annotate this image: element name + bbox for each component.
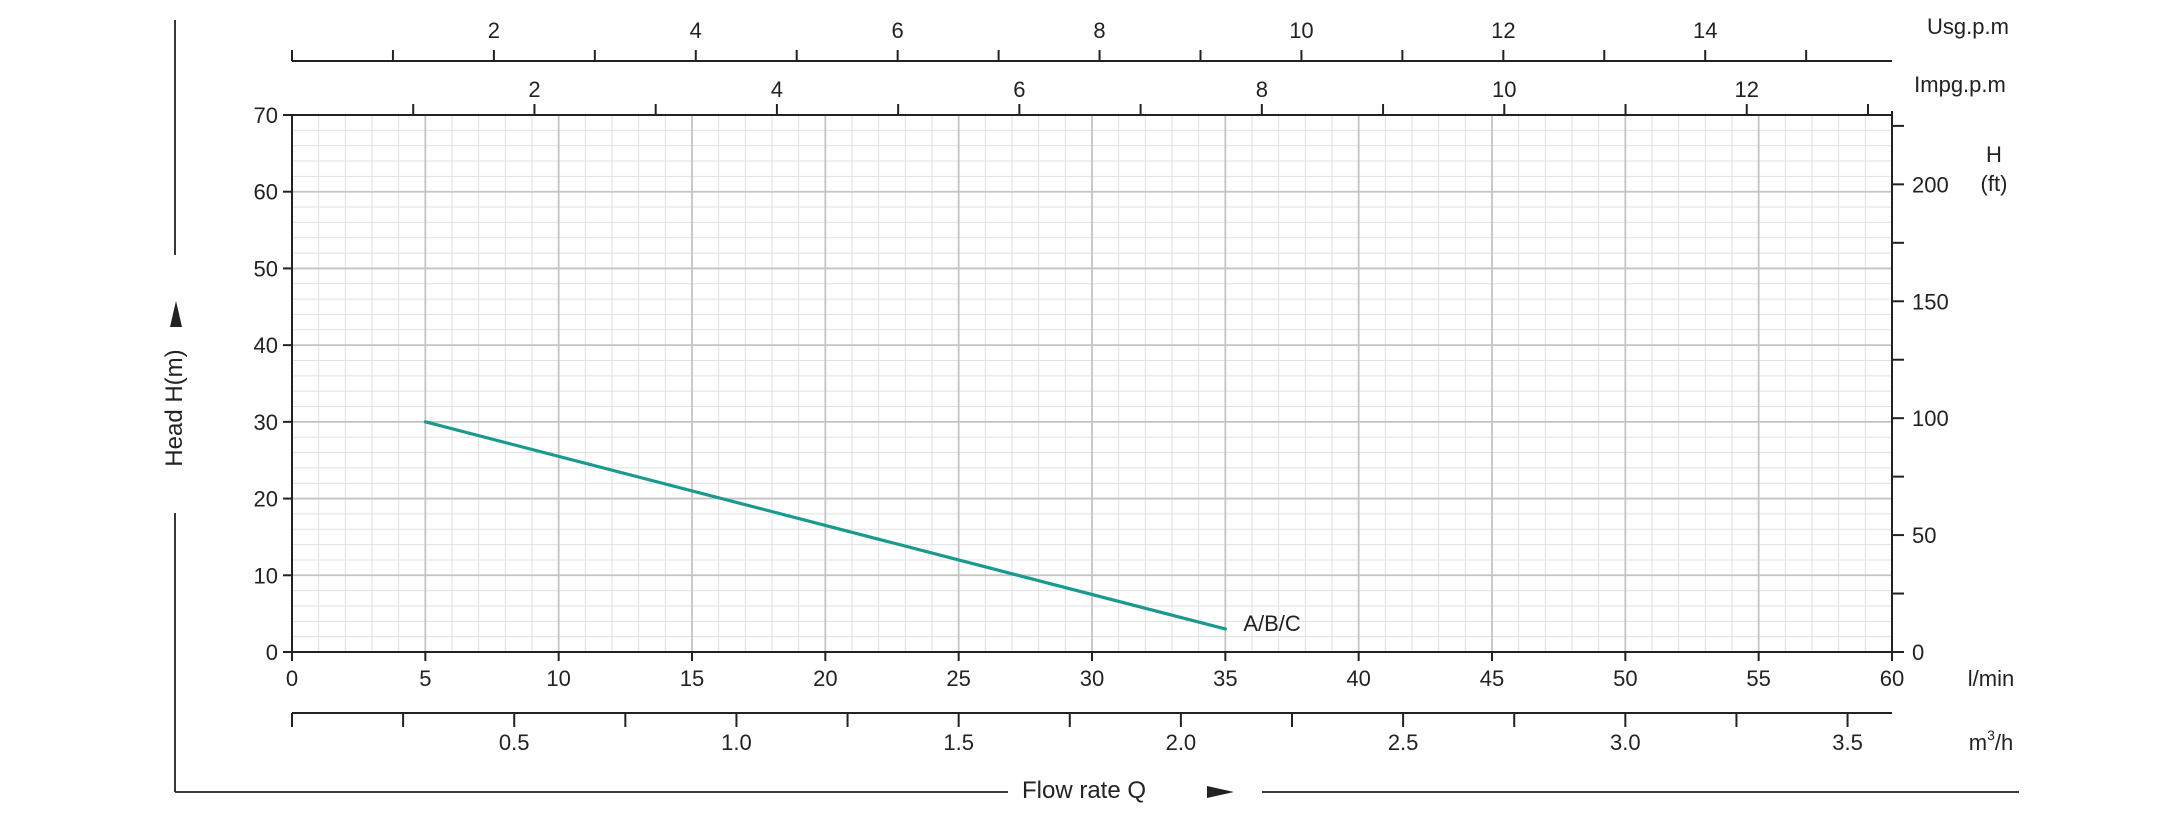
y-tick-label: 50 bbox=[254, 256, 278, 281]
series-line bbox=[423, 420, 1227, 631]
usgpm-tick-label: 4 bbox=[690, 18, 702, 43]
impgpm-tick-label: 2 bbox=[528, 77, 540, 102]
series-label: A/B/C bbox=[1243, 611, 1301, 636]
ft-tick-label: 150 bbox=[1912, 289, 1949, 314]
impgpm-tick-label: 8 bbox=[1256, 77, 1268, 102]
ft-tick-label: 0 bbox=[1912, 640, 1924, 665]
y-tick-label: 0 bbox=[266, 640, 278, 665]
y-axis-arrow-icon bbox=[170, 301, 182, 327]
y-unit-ft-line1: H bbox=[1986, 142, 2002, 167]
m3h-tick-label: 1.5 bbox=[943, 730, 974, 755]
m3h-tick-label: 3.0 bbox=[1610, 730, 1641, 755]
x-unit-usgpm: Usg.p.m bbox=[1927, 14, 2009, 39]
plot-grid bbox=[292, 115, 1893, 652]
x-tick-label: 25 bbox=[946, 666, 970, 691]
x-axis-arrow-icon bbox=[1207, 786, 1234, 798]
axis-ticks bbox=[283, 50, 1904, 727]
m3h-tick-label: 0.5 bbox=[499, 730, 530, 755]
usgpm-tick-label: 6 bbox=[892, 18, 904, 43]
y-unit-ft-line2: (ft) bbox=[1981, 171, 2008, 196]
x-tick-label: 15 bbox=[680, 666, 704, 691]
x-tick-label: 30 bbox=[1080, 666, 1104, 691]
x-unit-m3h: m3/h bbox=[1969, 727, 2013, 755]
x-tick-label: 0 bbox=[286, 666, 298, 691]
usgpm-tick-label: 12 bbox=[1491, 18, 1515, 43]
impgpm-tick-label: 4 bbox=[771, 77, 783, 102]
x-tick-label: 50 bbox=[1613, 666, 1637, 691]
ft-tick-label: 200 bbox=[1912, 172, 1949, 197]
usgpm-tick-label: 2 bbox=[488, 18, 500, 43]
ft-tick-label: 100 bbox=[1912, 406, 1949, 431]
x-tick-label: 40 bbox=[1346, 666, 1370, 691]
x-tick-label: 55 bbox=[1746, 666, 1770, 691]
usgpm-tick-label: 14 bbox=[1693, 18, 1717, 43]
x-tick-label: 5 bbox=[419, 666, 431, 691]
performance-curves: A/B/C bbox=[423, 420, 1301, 636]
x-tick-label: 35 bbox=[1213, 666, 1237, 691]
usgpm-tick-label: 10 bbox=[1289, 18, 1313, 43]
y-tick-label: 30 bbox=[254, 410, 278, 435]
y-tick-label: 70 bbox=[254, 103, 278, 128]
y-axis-title: Head H(m) bbox=[161, 349, 188, 466]
ft-tick-label: 50 bbox=[1912, 523, 1936, 548]
x-tick-label: 20 bbox=[813, 666, 837, 691]
x-unit-lmin: l/min bbox=[1968, 666, 2014, 691]
impgpm-tick-label: 10 bbox=[1492, 77, 1516, 102]
y-tick-label: 10 bbox=[254, 563, 278, 588]
m3h-tick-label: 2.5 bbox=[1388, 730, 1419, 755]
usgpm-tick-label: 8 bbox=[1093, 18, 1105, 43]
y-tick-label: 40 bbox=[254, 333, 278, 358]
x-tick-label: 60 bbox=[1880, 666, 1904, 691]
m3h-tick-label: 3.5 bbox=[1832, 730, 1863, 755]
m3h-tick-label: 2.0 bbox=[1166, 730, 1197, 755]
x-tick-label: 45 bbox=[1480, 666, 1504, 691]
x-unit-impgpm: Impg.p.m bbox=[1914, 72, 2006, 97]
x-tick-label: 10 bbox=[546, 666, 570, 691]
y-tick-label: 20 bbox=[254, 487, 278, 512]
impgpm-tick-label: 6 bbox=[1013, 77, 1025, 102]
m3h-tick-label: 1.0 bbox=[721, 730, 752, 755]
x-axis-title: Flow rate Q bbox=[1022, 777, 1146, 804]
y-tick-label: 60 bbox=[254, 180, 278, 205]
impgpm-tick-label: 12 bbox=[1735, 77, 1759, 102]
